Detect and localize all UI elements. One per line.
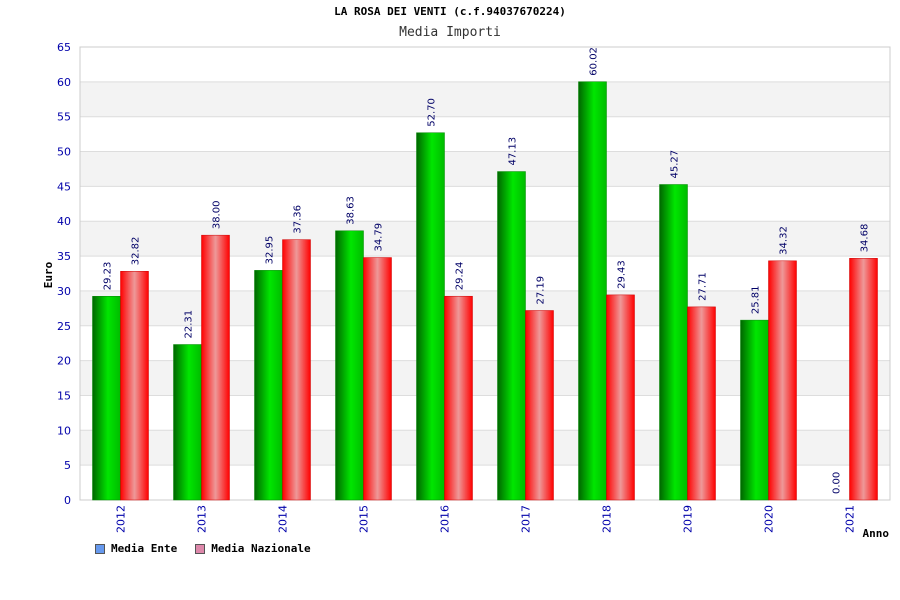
data-label: 27.71 <box>698 272 709 301</box>
bar-nazionale-2018 <box>606 294 635 501</box>
x-tick-label: 2012 <box>115 505 128 533</box>
data-label: 38.63 <box>346 196 357 225</box>
bar-nazionale-2016 <box>444 295 473 501</box>
data-label: 29.24 <box>455 262 466 291</box>
bar-ente-2020 <box>740 319 769 501</box>
y-tick-label: 0 <box>64 494 71 507</box>
bar-ente-2017 <box>497 171 526 501</box>
y-tick-label: 65 <box>57 41 71 54</box>
data-label: 32.82 <box>131 237 142 266</box>
x-tick-label: 2014 <box>277 505 290 533</box>
bar-nazionale-2019 <box>687 306 716 501</box>
bar-nazionale-2012 <box>120 271 149 501</box>
data-label: 29.23 <box>103 262 114 291</box>
bar-ente-2013 <box>173 344 202 501</box>
bar-ente-2016 <box>416 132 445 501</box>
data-label: 60.02 <box>589 47 600 76</box>
data-label: 32.95 <box>265 236 276 265</box>
plot-border <box>79 46 891 501</box>
y-tick-label: 45 <box>57 180 71 193</box>
x-tick-label: 2015 <box>358 505 371 533</box>
data-label: 34.79 <box>374 223 385 252</box>
x-tick-label: 2019 <box>682 505 695 533</box>
bar-ente-2015 <box>335 230 364 501</box>
bar-nazionale-2020 <box>768 260 797 501</box>
data-label: 0.00 <box>832 472 843 494</box>
x-tick-label: 2021 <box>844 505 857 533</box>
grid-band <box>80 81 890 117</box>
y-tick-label: 50 <box>57 146 71 159</box>
x-tick-label: 2017 <box>520 505 533 533</box>
y-tick-label: 55 <box>57 111 71 124</box>
bar-nazionale-2015 <box>363 257 392 501</box>
y-tick-label: 25 <box>57 320 71 333</box>
legend-item-nazionale: Media Nazionale <box>195 542 311 555</box>
bar-ente-2018 <box>578 81 607 501</box>
chart-title: LA ROSA DEI VENTI (c.f.94037670224) <box>334 5 566 18</box>
data-label: 37.36 <box>293 205 304 234</box>
legend-item-ente: Media Ente <box>95 542 177 555</box>
chart-subtitle: Media Importi <box>399 25 501 40</box>
x-tick-label: 2016 <box>439 505 452 533</box>
y-tick-label: 10 <box>57 424 71 437</box>
data-label: 34.32 <box>779 226 790 255</box>
y-tick-label: 60 <box>57 76 71 89</box>
legend: Media Ente Media Nazionale <box>95 542 311 555</box>
y-tick-label: 15 <box>57 389 71 402</box>
y-tick-label: 20 <box>57 355 71 368</box>
legend-label-nazionale: Media Nazionale <box>211 542 311 555</box>
data-label: 47.13 <box>508 137 519 166</box>
bar-nazionale-2021 <box>849 258 878 501</box>
legend-swatch-ente <box>95 543 105 554</box>
data-label: 25.81 <box>751 285 762 314</box>
y-axis-title: Euro <box>42 261 55 288</box>
bar-nazionale-2014 <box>282 239 311 501</box>
data-label: 34.68 <box>860 224 871 253</box>
bar-ente-2014 <box>254 270 283 501</box>
x-tick-label: 2020 <box>763 505 776 533</box>
data-label: 22.31 <box>184 310 195 339</box>
data-label: 38.00 <box>212 201 223 230</box>
y-tick-label: 35 <box>57 250 71 263</box>
bar-ente-2019 <box>659 184 688 501</box>
bar-nazionale-2013 <box>201 234 230 501</box>
data-label: 29.43 <box>617 260 628 289</box>
data-label: 52.70 <box>427 98 438 127</box>
x-tick-label: 2013 <box>196 505 209 533</box>
legend-swatch-nazionale <box>195 543 206 554</box>
bar-ente-2012 <box>92 296 121 501</box>
data-label: 27.19 <box>536 276 547 305</box>
y-tick-label: 5 <box>64 459 71 472</box>
y-tick-label: 30 <box>57 285 71 298</box>
data-label: 45.27 <box>670 150 681 179</box>
x-axis-title: Anno <box>863 527 890 540</box>
grid-band <box>80 151 890 187</box>
x-tick-label: 2018 <box>601 505 614 533</box>
legend-label-ente: Media Ente <box>111 542 178 555</box>
bar-nazionale-2017 <box>525 310 554 501</box>
y-tick-label: 40 <box>57 215 71 228</box>
